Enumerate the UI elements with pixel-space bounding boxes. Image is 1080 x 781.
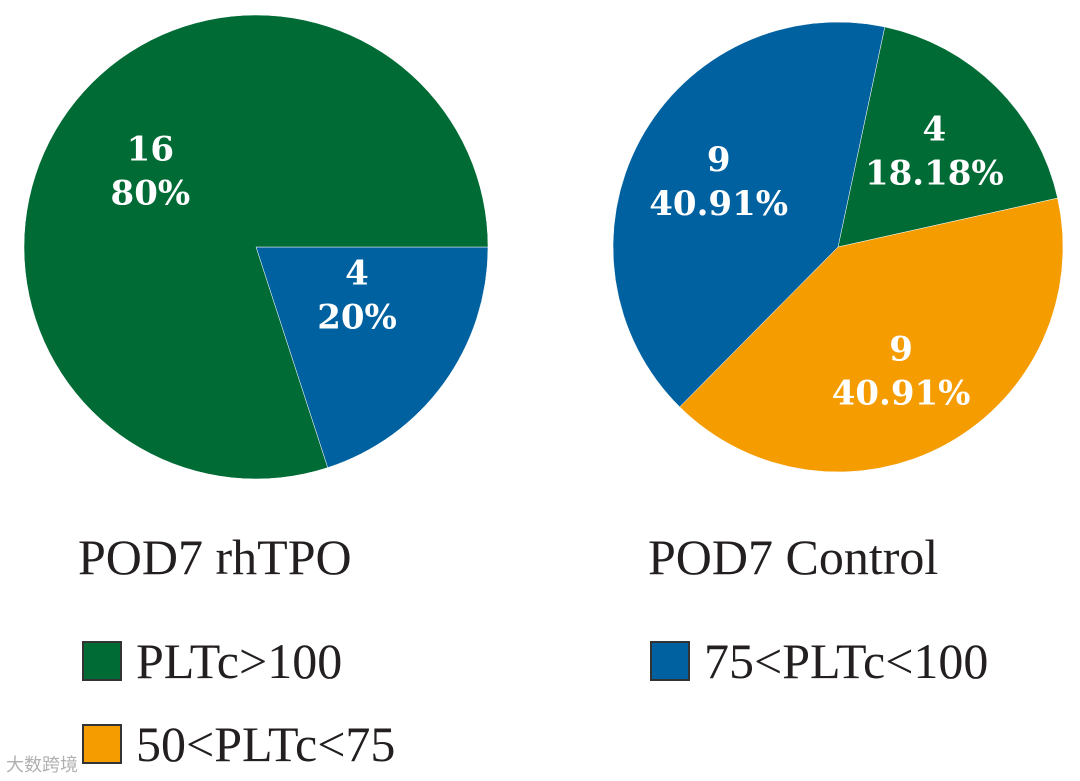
chart-title-rhtpo: POD7 rhTPO: [78, 529, 352, 585]
pie-1: 418.18%940.91%940.91%: [612, 21, 1064, 473]
legend-swatch-75-100: [650, 641, 690, 681]
pie-slice-1-2: [612, 21, 886, 408]
slice-percent-label-1-2: 40.91%: [649, 184, 788, 224]
slice-percent-label-1-0: 18.18%: [865, 153, 1004, 193]
legend-label-50-75: 50<PLTc<75: [136, 716, 396, 772]
legend-item-50-75: 50<PLTc<75: [82, 715, 395, 773]
slice-percent-label-0-1: 20%: [317, 298, 397, 338]
slice-percent-label-1-1: 40.91%: [832, 374, 971, 414]
legend-label-75-100: 75<PLTc<100: [704, 633, 989, 689]
legend-item-75-100: 75<PLTc<100: [650, 632, 988, 690]
legend-swatch-pltc-gt-100: [82, 641, 122, 681]
legend-item-pltc-gt-100: PLTc>100: [82, 632, 342, 690]
slice-percent-label-0-0: 80%: [111, 173, 191, 213]
legend-swatch-50-75: [82, 724, 122, 764]
legend-label-pltc-gt-100: PLTc>100: [136, 633, 343, 689]
watermark: 大数跨境: [6, 755, 78, 776]
pie-slice-1-0: [837, 26, 1058, 248]
slice-count-label-0-0: 16: [127, 129, 174, 169]
slice-count-label-1-2: 9: [707, 140, 731, 180]
pie-slice-0-0: [23, 14, 489, 480]
slice-count-label-1-1: 9: [889, 330, 913, 370]
slice-count-label-1-0: 4: [923, 109, 947, 149]
pie-slice-1-1: [679, 197, 1064, 473]
pie-slice-0-1: [255, 246, 489, 468]
slice-count-label-0-1: 4: [345, 254, 369, 294]
chart-title-control: POD7 Control: [648, 529, 939, 585]
